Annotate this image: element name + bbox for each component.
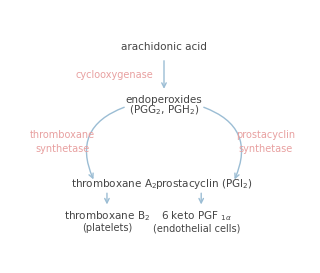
- Text: (platelets): (platelets): [82, 223, 132, 233]
- Text: arachidonic acid: arachidonic acid: [121, 43, 207, 52]
- Text: thromboxane
synthetase: thromboxane synthetase: [30, 130, 95, 154]
- Text: (endothelial cells): (endothelial cells): [153, 223, 240, 233]
- Text: prostacyclin (PGI$_2$): prostacyclin (PGI$_2$): [155, 177, 252, 191]
- Text: prostacyclin
synthetase: prostacyclin synthetase: [236, 130, 295, 154]
- Text: (PGG$_2$, PGH$_2$): (PGG$_2$, PGH$_2$): [129, 104, 199, 117]
- Text: endoperoxides: endoperoxides: [126, 95, 202, 105]
- FancyArrowPatch shape: [204, 107, 242, 178]
- Text: 6 keto PGF $_{1\alpha}$: 6 keto PGF $_{1\alpha}$: [161, 209, 232, 222]
- FancyArrowPatch shape: [86, 107, 124, 178]
- Text: thromboxane A$_2$: thromboxane A$_2$: [71, 177, 157, 191]
- Text: thromboxane B$_2$: thromboxane B$_2$: [64, 209, 150, 222]
- Text: cyclooxygenase: cyclooxygenase: [76, 70, 153, 80]
